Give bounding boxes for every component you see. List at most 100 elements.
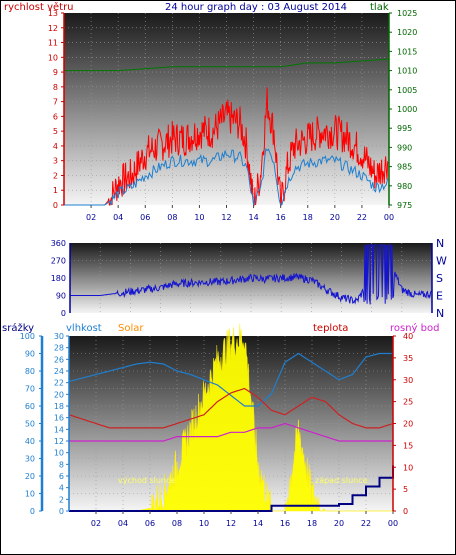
x-tick-label: 22 — [357, 213, 367, 222]
series-temperature — [68, 387, 392, 429]
x-tick-label: 14 — [248, 213, 258, 222]
solar-tick-label: 30 — [54, 332, 64, 341]
x-tick-label: 08 — [167, 213, 177, 222]
temperature-tick-label: 5 — [403, 485, 408, 494]
x-tick-label: 20 — [330, 213, 340, 222]
direction-compass-label: W — [436, 255, 447, 268]
wind-tick-label: 3 — [53, 157, 58, 166]
solar-tick-label: 14 — [54, 425, 64, 434]
pressure-tick-label: 985 — [397, 163, 412, 172]
temperature-tick-label: 40 — [403, 332, 413, 341]
humidity-axis-label: vlhkost — [66, 323, 102, 334]
x-tick-label: 12 — [226, 519, 236, 528]
direction-compass-label: E — [436, 290, 443, 303]
wind-tick-label: 9 — [53, 68, 58, 77]
x-tick-label: 06 — [145, 519, 155, 528]
wind-tick-label: 2 — [53, 171, 58, 180]
direction-compass-label: S — [436, 272, 443, 285]
solar-tick-label: 18 — [54, 402, 64, 411]
x-tick-label: 10 — [194, 213, 204, 222]
direction-compass-label: N — [436, 237, 444, 250]
series-wind-gust — [64, 87, 389, 206]
solar-tick-label: 8 — [59, 460, 64, 469]
x-tick-label: 00 — [388, 519, 398, 528]
solar-tick-label: 24 — [54, 367, 64, 376]
x-tick-label: 04 — [118, 519, 128, 528]
direction-compass-label: N — [436, 307, 444, 320]
rain-tick-label: 50 — [25, 420, 35, 429]
x-tick-label: 18 — [303, 213, 313, 222]
rain-tick-label: 0 — [30, 507, 35, 516]
pressure-tick-label: 1005 — [397, 86, 417, 95]
temperature-tick-label: 30 — [403, 376, 413, 385]
pressure-tick-label: 1000 — [397, 105, 417, 114]
solar-tick-label: 12 — [54, 437, 64, 446]
x-tick-label: 08 — [172, 519, 182, 528]
rain-tick-label: 90 — [25, 350, 35, 359]
temperature-tick-label: 20 — [403, 420, 413, 429]
rain-tick-label: 80 — [25, 367, 35, 376]
dewpoint-axis-label: rosný bod — [390, 322, 439, 334]
data-layer — [64, 58, 432, 512]
wind-tick-label: 7 — [53, 98, 58, 107]
wind-tick-label: 1 — [53, 186, 58, 195]
wind-tick-label: 6 — [53, 112, 58, 121]
pressure-tick-label: 1010 — [397, 67, 417, 76]
solar-tick-label: 26 — [54, 355, 64, 364]
solar-tick-label: 10 — [54, 449, 64, 458]
x-tick-label: 14 — [253, 519, 263, 528]
solar-tick-label: 16 — [54, 414, 64, 423]
x-tick-label: 02 — [91, 519, 101, 528]
sunrise-label: východ slunce — [118, 476, 175, 485]
pressure-tick-label: 1025 — [397, 9, 417, 18]
series-pressure — [64, 58, 390, 72]
temperature-tick-label: 15 — [403, 441, 413, 450]
x-tick-label: 16 — [276, 213, 286, 222]
grid-layer — [64, 13, 432, 511]
solar-tick-label: 2 — [59, 495, 64, 504]
wind-tick-label: 13 — [48, 9, 58, 18]
series-wind-average — [64, 147, 389, 207]
rain-tick-label: 10 — [25, 490, 35, 499]
rain-tick-label: 70 — [25, 385, 35, 394]
wind-tick-label: 11 — [48, 39, 58, 48]
x-tick-label: 02 — [86, 213, 96, 222]
x-tick-label: 16 — [280, 519, 290, 528]
direction-tick-label: 0 — [61, 309, 66, 318]
wind-tick-label: 0 — [53, 201, 58, 210]
series-humidity — [68, 352, 392, 407]
pressure-tick-label: 975 — [397, 201, 412, 210]
pressure-axis-label: tlak — [370, 2, 389, 13]
temperature-tick-label: 10 — [403, 463, 413, 472]
wind-tick-label: 10 — [48, 53, 58, 62]
series-wind-direction — [70, 244, 432, 305]
x-tick-label: 20 — [334, 519, 344, 528]
sunset-label: západ slunce — [315, 476, 368, 485]
x-tick-label: 06 — [140, 213, 150, 222]
solar-tick-label: 20 — [54, 390, 64, 399]
wind-tick-label: 4 — [53, 142, 58, 151]
pressure-tick-label: 1015 — [397, 47, 417, 56]
x-tick-label: 12 — [221, 213, 231, 222]
wind-axis-label: rychlost větru — [4, 1, 74, 13]
series-rain — [69, 465, 394, 512]
rain-tick-label: 40 — [25, 437, 35, 446]
x-tick-label: 10 — [199, 519, 209, 528]
pressure-tick-label: 1020 — [397, 28, 417, 37]
solar-axis-label: Solar — [118, 323, 144, 334]
x-tick-label: 18 — [307, 519, 317, 528]
temperature-tick-label: 25 — [403, 398, 413, 407]
temperature-axis-label: teplota — [313, 323, 348, 334]
wind-tick-label: 5 — [53, 127, 58, 136]
rain-axis-label: srážky — [2, 322, 34, 334]
rain-tick-label: 20 — [25, 472, 35, 481]
x-tick-label: 22 — [361, 519, 371, 528]
wind-tick-label: 8 — [53, 83, 58, 92]
direction-tick-label: 360 — [51, 239, 66, 248]
x-tick-label: 04 — [113, 213, 123, 222]
pressure-tick-label: 995 — [397, 124, 412, 133]
pressure-tick-label: 990 — [397, 143, 412, 152]
solar-tick-label: 4 — [59, 484, 64, 493]
